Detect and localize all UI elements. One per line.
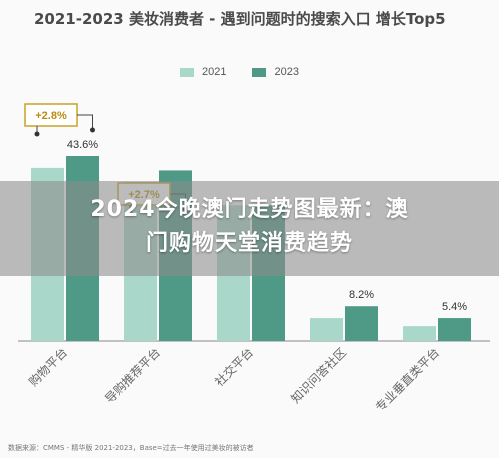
banner-line-2: 门购物天堂消费趋势 (145, 231, 353, 256)
x-tick-label-1: 导购推荐平台 (102, 345, 164, 407)
bar-2023-4 (438, 318, 471, 341)
legend-label-2021: 2021 (202, 66, 227, 78)
legend-swatch-2023 (252, 67, 267, 77)
chart-title: 2021-2023 美妆消费者 - 遇到问题时的搜索入口 增长Top5 (34, 10, 446, 28)
bar-2021-3 (310, 318, 343, 341)
source-note: 数据来源：CMMS - 精华版 2021-2023，Base=过去一年使用过美妆… (8, 444, 254, 452)
x-tick-label-4: 专业垂直类平台 (372, 345, 442, 415)
banner-headline: 2024今晚澳门走势图最新：澳 门购物天堂消费趋势 (0, 193, 499, 261)
legend-item-2021: 2021 (180, 66, 226, 78)
banner-overlay (0, 181, 499, 276)
legend: 2021 2023 (180, 66, 299, 78)
x-tick-label-3: 知识问答社区 (288, 345, 350, 407)
x-tick-label-2: 社交平台 (212, 345, 257, 390)
data-label-2023-3: 8.2% (349, 289, 374, 301)
data-label-2023-4: 5.4% (442, 301, 467, 313)
banner-line-1: 2024今晚澳门走势图最新：澳 (90, 197, 409, 222)
data-label-2023-0: 43.6% (67, 139, 98, 151)
growth-dot-left-0 (34, 131, 40, 137)
legend-label-2023: 2023 (274, 66, 299, 78)
x-tick-label-0: 购物平台 (26, 345, 71, 390)
legend-swatch-2021 (180, 67, 194, 77)
legend-item-2023: 2023 (252, 66, 299, 78)
growth-connector-right-0 (77, 114, 93, 130)
bar-2023-3 (345, 306, 378, 341)
bar-2021-4 (403, 326, 436, 341)
growth-dot-right-0 (90, 127, 95, 133)
growth-callout-label-0: +2.8% (35, 110, 67, 122)
